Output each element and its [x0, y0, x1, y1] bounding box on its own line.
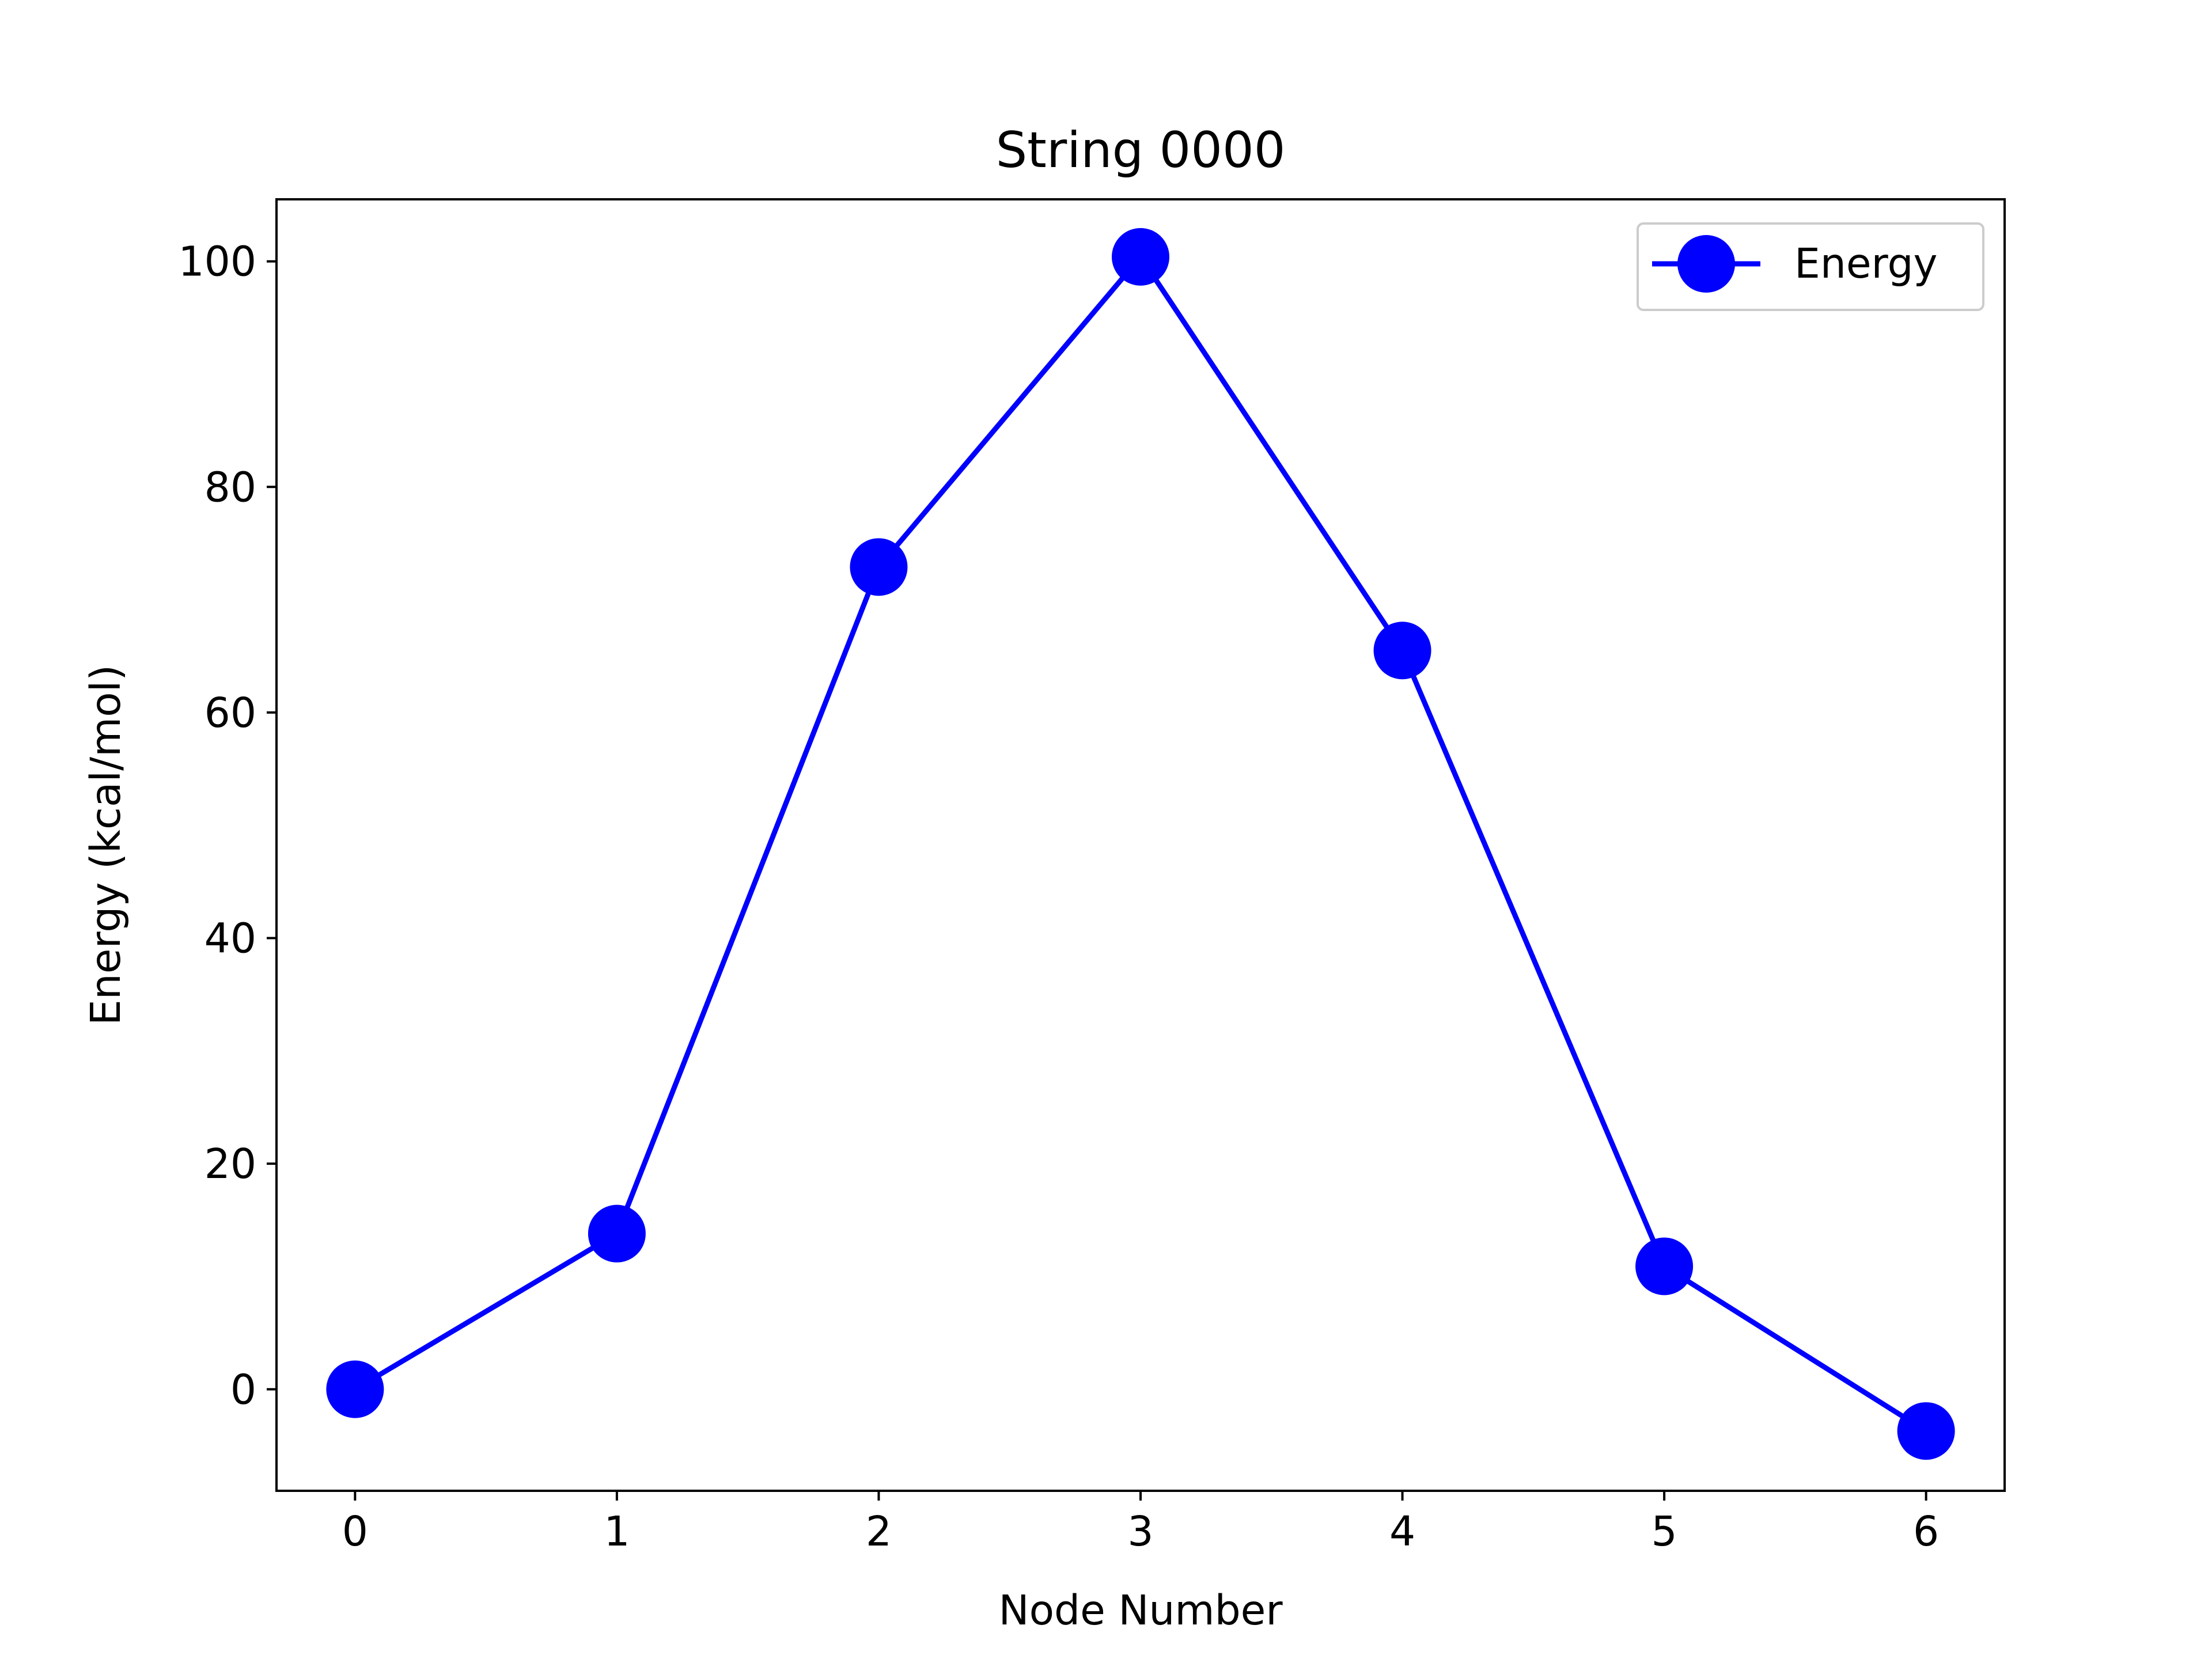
data-point [1897, 1402, 1955, 1460]
x-tick-label: 4 [1389, 1508, 1415, 1555]
legend: Energy [1637, 222, 1984, 311]
data-point [1373, 622, 1431, 680]
x-tick-label: 2 [866, 1508, 892, 1555]
y-axis-label: Energy (kcal/mol) [82, 665, 130, 1025]
data-point [1635, 1237, 1694, 1296]
x-tick-label: 0 [342, 1508, 368, 1555]
series-layer [326, 228, 1955, 1460]
y-tick-label: 0 [230, 1366, 256, 1414]
plot-area [276, 199, 2005, 1491]
x-tick-label: 6 [1913, 1508, 1939, 1555]
y-tick-label: 40 [204, 915, 256, 963]
data-point [588, 1205, 646, 1263]
legend-label: Energy [1794, 240, 1938, 287]
data-point [850, 538, 908, 596]
y-tick-label: 20 [204, 1140, 256, 1188]
x-tick-label: 1 [604, 1508, 630, 1555]
x-tick-label: 3 [1127, 1508, 1153, 1555]
x-tick-label: 5 [1651, 1508, 1677, 1555]
y-tick-label: 60 [204, 689, 256, 737]
x-axis-label: Node Number [998, 1586, 1283, 1634]
plot-frame [275, 198, 2006, 1492]
legend-marker [1677, 235, 1735, 293]
chart-title: String 0000 [996, 122, 1286, 179]
x-axis-ticks: 0 1 2 3 4 5 6 [342, 1491, 1939, 1555]
y-tick-label: 100 [178, 238, 256, 286]
data-point [326, 1360, 384, 1418]
y-tick-label: 80 [204, 463, 256, 511]
data-point [1112, 228, 1169, 286]
y-axis-ticks: 0 20 40 60 80 100 [178, 238, 276, 1414]
